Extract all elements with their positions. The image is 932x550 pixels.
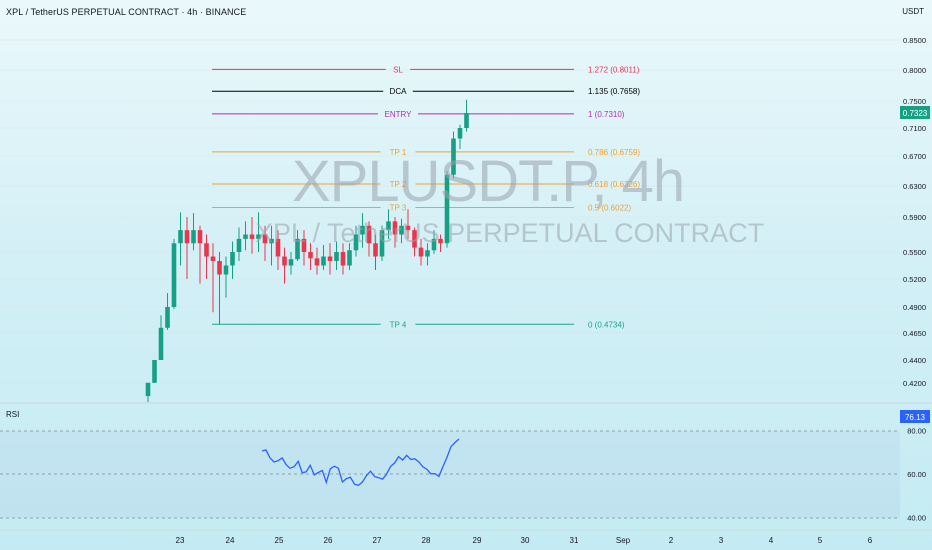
candle-body [165, 307, 170, 328]
time-tick-label: Sep [616, 536, 631, 545]
fib-level-value: 1 (0.7310) [588, 110, 625, 119]
time-tick-label: 26 [324, 536, 333, 545]
candle-body [178, 230, 183, 243]
price-tick-label: 0.6300 [903, 182, 926, 191]
candle-body [341, 252, 346, 266]
time-tick-label: 25 [275, 536, 284, 545]
time-tick-label: 31 [570, 536, 579, 545]
fib-level-value: 1.272 (0.8011) [588, 65, 640, 74]
rsi-tick-label: 40.00 [907, 514, 926, 523]
fib-level-name: TP 4 [390, 320, 407, 329]
rsi-tick-label: 80.00 [907, 427, 926, 436]
time-axis[interactable]: 23 24 25 26 27 28 29 30 31 Sep 2 3 4 5 6 [176, 536, 873, 545]
price-tick-label: 0.5500 [903, 248, 926, 257]
time-tick-label: 5 [818, 536, 823, 545]
fib-level-name: DCA [390, 87, 408, 96]
fib-level-value: 1.135 (0.7658) [588, 87, 640, 96]
candle-body [146, 383, 151, 396]
currency-unit-label: USDT [902, 7, 924, 16]
candle-body [243, 235, 248, 239]
price-tick-label: 0.5200 [903, 275, 926, 284]
candle-body [152, 360, 157, 383]
price-tick-label: 0.4200 [903, 379, 926, 388]
candle-body [198, 230, 203, 243]
candlestick-series [146, 100, 469, 402]
rsi-value-label: 76.13 [905, 413, 926, 422]
time-tick-label: 24 [226, 536, 235, 545]
price-tick-label: 0.4650 [903, 329, 926, 338]
price-tick-label: 0.7100 [903, 124, 926, 133]
time-tick-label: 29 [473, 536, 482, 545]
time-tick-label: 2 [669, 536, 674, 545]
candle-body [172, 243, 177, 307]
time-tick-label: 4 [769, 536, 774, 545]
candle-body [204, 243, 209, 256]
current-price-label: 0.7323 [903, 109, 928, 118]
candle-body [425, 250, 430, 256]
candle-body [224, 266, 229, 275]
candle-body [185, 230, 190, 243]
symbol-header: XPL / TetherUS PERPETUAL CONTRACT · 4h ·… [6, 7, 246, 17]
price-tick-label: 0.8500 [903, 36, 926, 45]
price-tick-label: 0.4900 [903, 303, 926, 312]
fib-level-name: ENTRY [385, 110, 413, 119]
time-tick-label: 27 [373, 536, 382, 545]
price-tick-label: 0.4400 [903, 356, 926, 365]
watermark-symbol: XPLUSDT.P, 4h [292, 148, 684, 215]
candle-body [458, 128, 463, 139]
candle-body [328, 257, 333, 262]
candle-body [282, 257, 287, 266]
time-tick-label: 6 [868, 536, 873, 545]
price-tick-label: 0.6700 [903, 152, 926, 161]
candle-body [315, 258, 320, 265]
rsi-tick-label: 60.00 [907, 470, 926, 479]
candle-body [308, 252, 313, 258]
candle-body [289, 259, 294, 265]
price-tick-label: 0.5900 [903, 213, 926, 222]
candle-body [464, 113, 469, 128]
candle-body [191, 230, 196, 243]
price-tick-labels: 0.8500 0.8000 0.7500 0.7100 0.6700 0.6300 0.59… [903, 36, 926, 388]
candle-body [334, 252, 339, 261]
price-tick-label: 0.8000 [903, 66, 926, 75]
candle-body [347, 250, 352, 265]
candle-body [250, 235, 255, 239]
time-tick-label: 28 [422, 536, 431, 545]
rsi-label: RSI [6, 410, 19, 419]
candle-body [159, 328, 164, 360]
time-tick-label: 30 [521, 536, 530, 545]
rsi-band [0, 431, 900, 518]
time-tick-label: 3 [719, 536, 724, 545]
candle-body [321, 257, 326, 266]
fib-level-value: 0 (0.4734) [588, 320, 625, 329]
price-tick-label: 0.7500 [903, 97, 926, 106]
candle-body [230, 252, 235, 266]
candle-body [237, 239, 242, 252]
fib-level-name: SL [393, 65, 403, 74]
time-tick-label: 23 [176, 536, 185, 545]
candle-body [217, 261, 222, 275]
watermark-name: XPL / TetherUS PERPETUAL CONTRACT [255, 218, 764, 249]
candle-body [211, 257, 216, 262]
price-scale[interactable]: 0.8500 0.8000 0.7500 0.7100 0.6700 0.6300 0.59… [900, 0, 932, 402]
rsi-tick-labels: 80.00 60.00 40.00 [907, 427, 926, 523]
